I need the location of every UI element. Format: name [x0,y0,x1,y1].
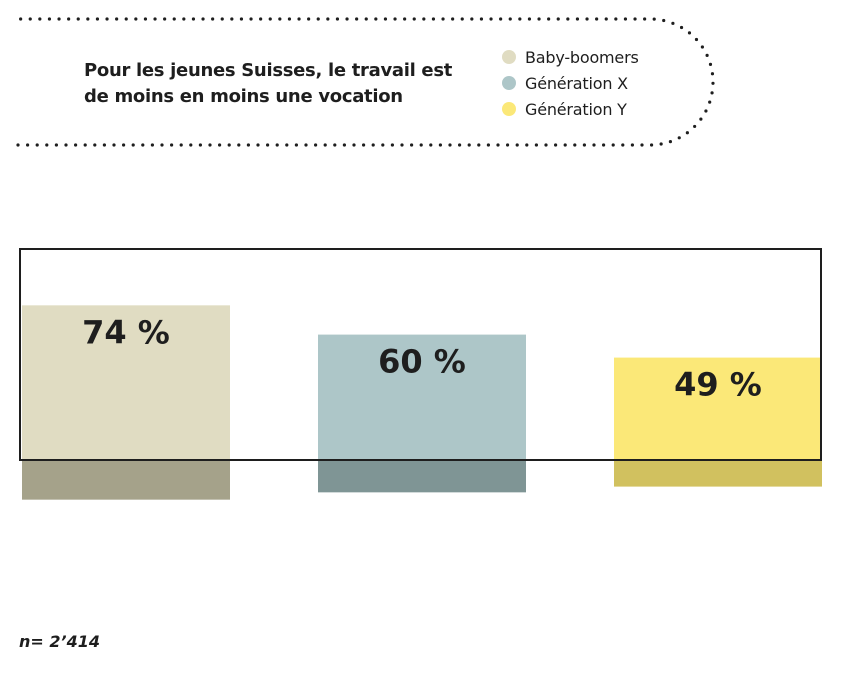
legend-label-generation-y: Génération Y [525,99,627,119]
chart-title: Pour les jeunes Suisses, le travail est … [84,58,484,110]
legend-label-generation-x: Génération X [525,73,628,93]
legend-dot-generation-x [502,76,516,90]
value-label-generation-y: 49 % [674,366,762,404]
bar-shadow-baby-boomers [22,461,230,500]
legend-label-baby-boomers: Baby-boomers [525,47,639,67]
chart-title-line-1: Pour les jeunes Suisses, le travail est [84,60,453,81]
legend-dot-baby-boomers [502,50,516,64]
bar-shadow-generation-x [318,461,526,493]
sample-size-footnote: n= 2’414 [19,632,100,651]
bar-baby-boomers [22,305,230,460]
bar-generation-y [614,357,822,460]
header-dotted-frame [16,17,715,147]
legend-item-generation-y: Génération Y [502,96,639,122]
legend-item-baby-boomers: Baby-boomers [502,44,639,70]
bar-chart: 74 % 60 % 49 % [19,248,822,500]
legend-dot-generation-y [502,102,516,116]
chart-frame [19,248,822,461]
value-label-baby-boomers: 74 % [82,313,170,351]
bar-generation-x [318,334,526,460]
chart-title-line-2: de moins en moins une vocation [84,86,403,107]
legend-item-generation-x: Génération X [502,70,639,96]
value-label-generation-x: 60 % [378,343,466,381]
bar-shadow-generation-y [614,461,822,487]
legend: Baby-boomers Génération X Génération Y [502,44,639,122]
